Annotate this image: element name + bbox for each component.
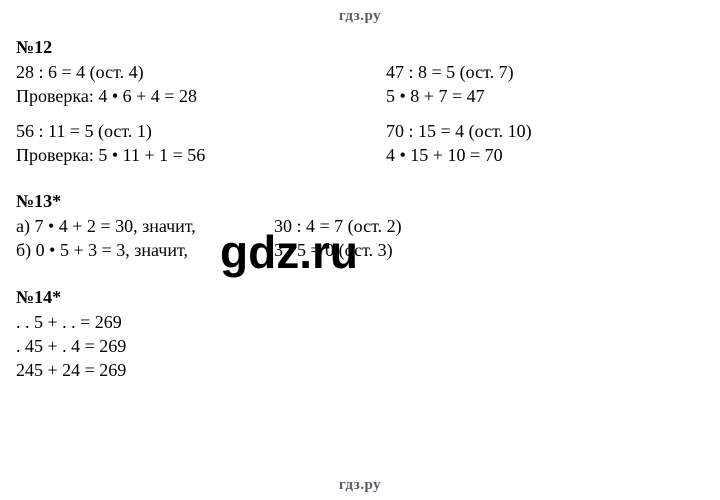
page-header: гдз.ру [16,8,704,25]
p12-r4-l: Проверка: 5 • 11 + 1 = 56 [16,143,386,167]
p12-r1-l: 28 : 6 = 4 (ост. 4) [16,60,386,84]
page-footer: гдз.ру [0,477,720,494]
problem-13-label: №13* [16,191,704,212]
p12-r3-r: 70 : 15 = 4 (ост. 10) [386,119,704,143]
p13-r2-r: 3 : 5 = 0 (ост. 3) [274,238,393,262]
problem-12-label: №12 [16,37,704,58]
p12-r1-r: 47 : 8 = 5 (ост. 7) [386,60,704,84]
problem-13: №13* а) 7 • 4 + 2 = 30, значит, 30 : 4 =… [16,191,704,263]
p13-r1-l: а) 7 • 4 + 2 = 30, значит, [16,214,274,238]
problem-14: №14* . . 5 + . . = 269 . 45 + . 4 = 269 … [16,287,704,383]
problem-12: №12 28 : 6 = 4 (ост. 4) Проверка: 4 • 6 … [16,37,704,167]
p12-r2-r: 5 • 8 + 7 = 47 [386,84,704,108]
p12-r3-l: 56 : 11 = 5 (ост. 1) [16,119,386,143]
p14-l3: 245 + 24 = 269 [16,358,704,382]
p12-r4-r: 4 • 15 + 10 = 70 [386,143,704,167]
p14-l1: . . 5 + . . = 269 [16,310,704,334]
problem-14-label: №14* [16,287,704,308]
p14-l2: . 45 + . 4 = 269 [16,334,704,358]
p13-r2-l: б) 0 • 5 + 3 = 3, значит, [16,238,274,262]
p12-r2-l: Проверка: 4 • 6 + 4 = 28 [16,84,386,108]
p13-r1-r: 30 : 4 = 7 (ост. 2) [274,214,402,238]
